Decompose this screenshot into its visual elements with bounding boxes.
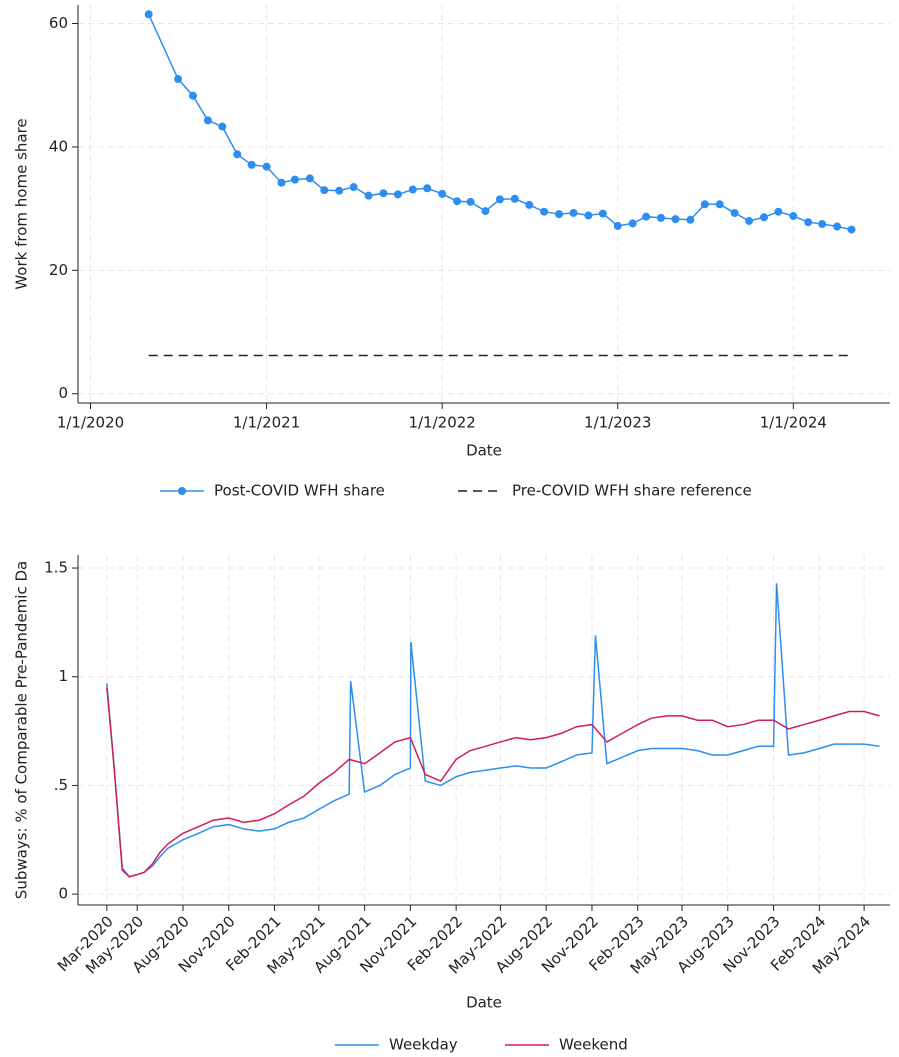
data-point: [569, 208, 578, 217]
data-point: [730, 208, 739, 217]
data-point: [247, 160, 256, 169]
y-axis-label: Work from home share: [13, 118, 31, 289]
data-point: [555, 210, 564, 219]
data-point: [423, 184, 432, 193]
y-tick-label: 1.5: [44, 559, 68, 577]
data-point: [613, 221, 622, 230]
x-tick-label: 1/1/2022: [408, 414, 475, 432]
legend-label: Pre-COVID WFH share reference: [512, 482, 752, 500]
data-point: [364, 191, 373, 200]
series-line: [106, 583, 880, 878]
data-point: [540, 207, 549, 216]
data-point: [188, 91, 197, 100]
data-point: [335, 186, 344, 195]
x-tick-label: 1/1/2024: [760, 414, 827, 432]
data-point: [525, 200, 534, 209]
data-point: [262, 162, 271, 171]
data-point: [642, 212, 651, 221]
data-point: [466, 197, 475, 206]
data-point: [320, 186, 329, 195]
data-point: [598, 209, 607, 218]
x-axis-label: Date: [466, 442, 502, 460]
y-axis-label: Subways: % of Comparable Pre-Pandemic Da: [13, 561, 31, 899]
x-tick-label: 1/1/2021: [233, 414, 300, 432]
data-point: [671, 215, 680, 224]
data-point: [715, 200, 724, 209]
data-point: [203, 116, 212, 125]
data-point: [804, 218, 813, 227]
data-point: [233, 150, 242, 159]
data-point: [628, 219, 637, 228]
y-tick-label: 60: [49, 14, 68, 32]
data-point: [759, 213, 768, 222]
data-point: [438, 189, 447, 198]
legend-label: Weekday: [389, 1036, 458, 1054]
y-tick-label: .5: [54, 776, 68, 794]
legend-label: Weekend: [559, 1036, 628, 1054]
data-point: [379, 189, 388, 198]
data-point: [774, 207, 783, 216]
data-point: [290, 175, 299, 184]
data-point: [277, 178, 286, 187]
y-tick-label: 20: [49, 261, 68, 279]
data-point: [686, 215, 695, 224]
data-point: [818, 220, 827, 229]
data-point: [453, 197, 462, 206]
y-tick-label: 1: [58, 667, 68, 685]
data-point: [510, 194, 519, 203]
x-tick-label: 1/1/2020: [57, 414, 124, 432]
data-point: [833, 222, 842, 231]
data-point: [144, 10, 153, 19]
data-point: [700, 200, 709, 209]
data-point: [218, 122, 227, 131]
data-point: [847, 225, 856, 234]
legend-marker: [178, 487, 186, 495]
data-point: [495, 195, 504, 204]
data-point: [745, 216, 754, 225]
data-point: [657, 213, 666, 222]
legend-label: Post-COVID WFH share: [214, 482, 385, 500]
y-tick-label: 0: [58, 885, 68, 903]
series-line: [106, 687, 880, 878]
data-point: [305, 174, 314, 183]
data-point: [174, 75, 183, 84]
data-point: [481, 207, 490, 216]
data-point: [789, 212, 798, 221]
data-point: [408, 185, 417, 194]
data-point: [349, 183, 358, 192]
data-point: [393, 190, 402, 199]
x-tick-label: 1/1/2023: [584, 414, 651, 432]
y-tick-label: 0: [58, 384, 68, 402]
y-tick-label: 40: [49, 137, 68, 155]
x-axis-label: Date: [466, 994, 502, 1012]
data-point: [584, 211, 593, 220]
